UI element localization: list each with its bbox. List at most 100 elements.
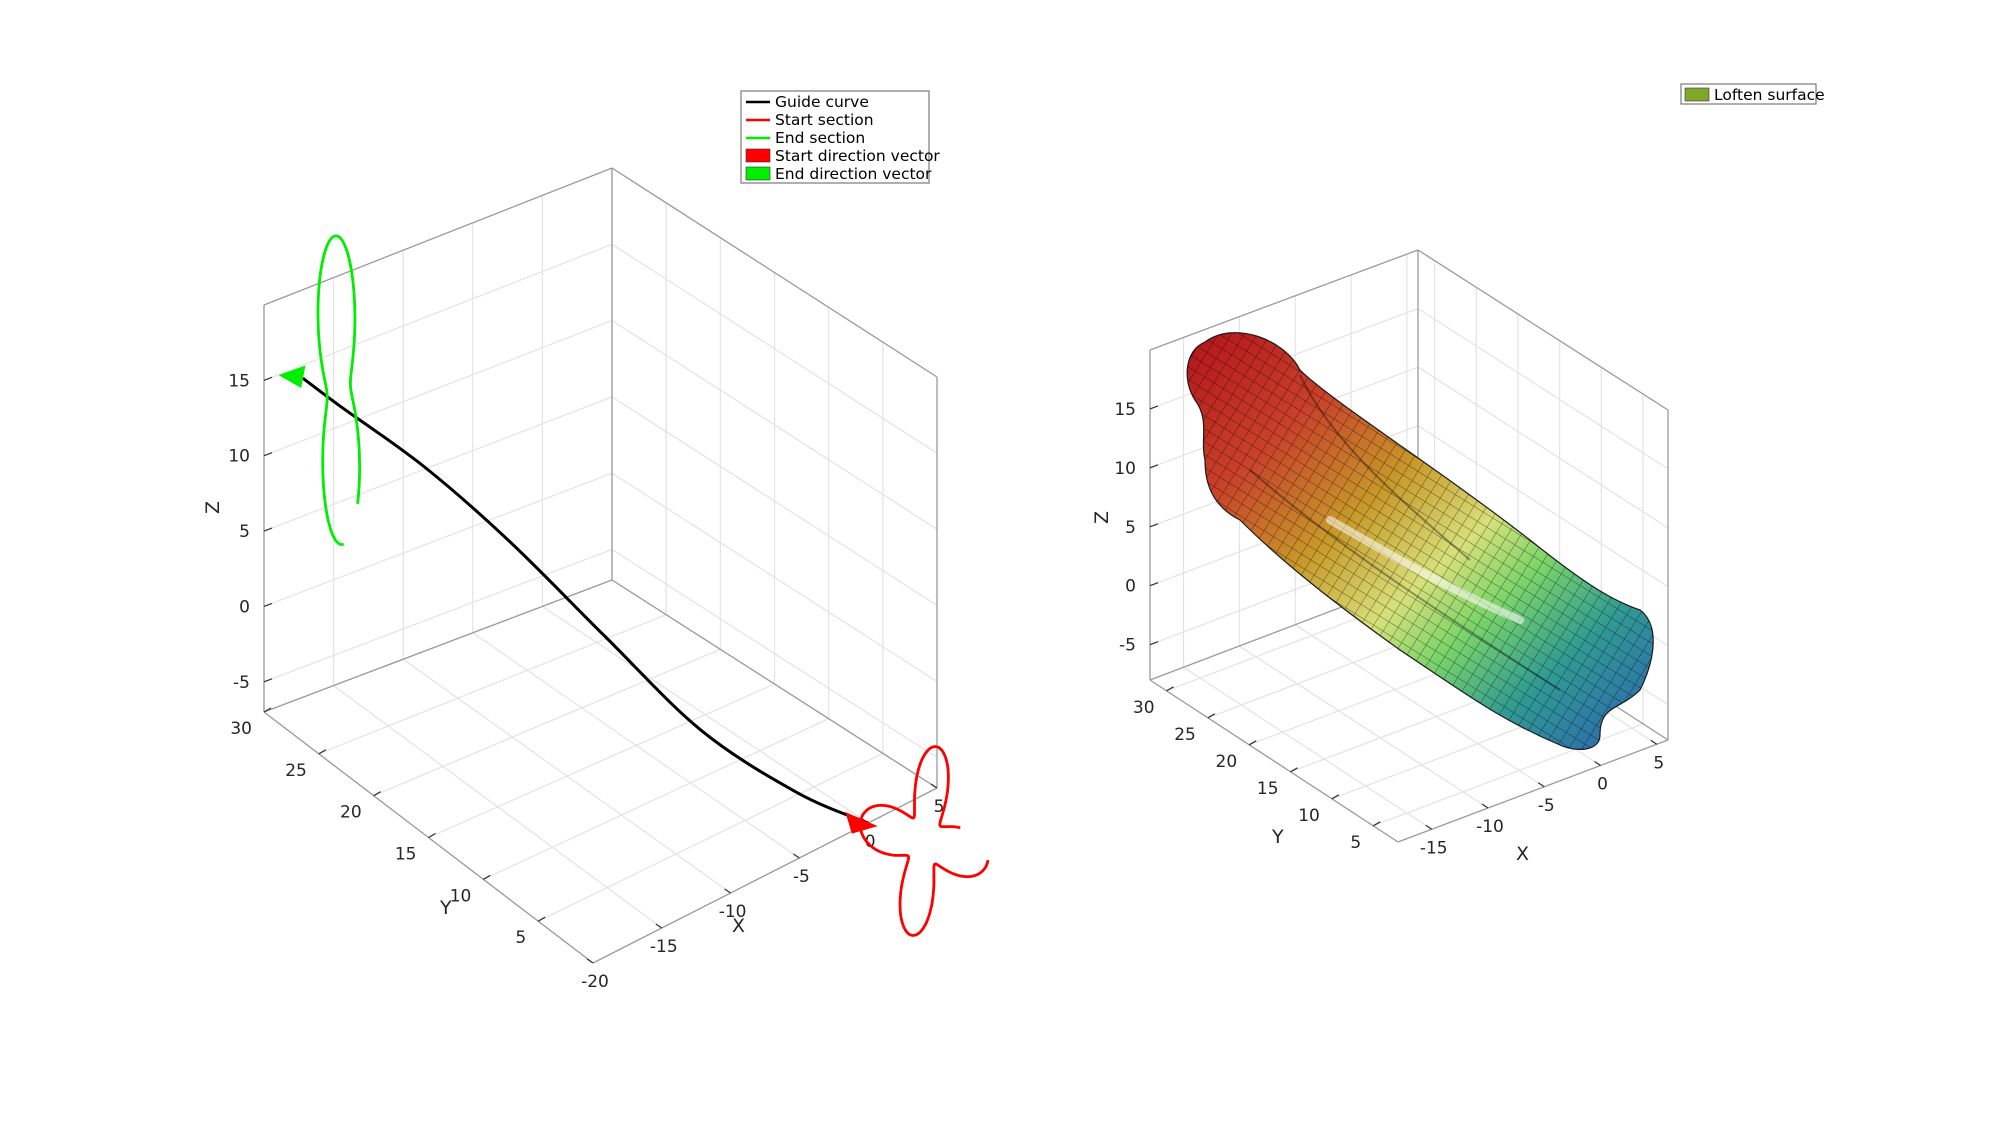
axes-right-z-label: Z <box>1091 511 1113 524</box>
grid-side-z-4 <box>611 243 938 454</box>
grid-floor-y-4 <box>318 614 667 755</box>
x-tick-mark-5 <box>930 783 938 789</box>
loft-surface <box>1186 332 1654 750</box>
box-edge-7 <box>1149 249 1419 351</box>
x-tick-label-2: -5 <box>1538 796 1555 816</box>
grid-side-z-2 <box>1417 425 1669 588</box>
legend-left-box <box>740 90 930 184</box>
z-tick-label-4: 15 <box>228 371 250 391</box>
box-edge-8 <box>1417 249 1669 411</box>
box-edge-2 <box>611 579 938 789</box>
z-tick-label-0: -5 <box>233 673 250 693</box>
z-tick-mark-1 <box>1149 582 1159 587</box>
z-tick-label-2: 5 <box>1125 518 1136 538</box>
y-tick-mark-4 <box>1207 713 1216 719</box>
start-direction-vector <box>845 812 878 834</box>
box-edge-7 <box>263 167 613 306</box>
x-tick-mark-3 <box>793 853 800 859</box>
grid-back-z-2 <box>263 396 613 532</box>
axes-right-x-ticks: -15 -10 -5 0 5 <box>1420 739 1664 858</box>
grid-back-z-4 <box>263 243 613 381</box>
legend-right-box <box>1680 83 1817 105</box>
x-tick-label-5: 5 <box>934 797 945 817</box>
axes-right-y-ticks: 5 10 15 20 25 30 <box>1133 686 1381 853</box>
box-edge-0 <box>1397 739 1669 843</box>
x-tick-mark-1 <box>1481 803 1489 809</box>
axes-right-z-ticks: -5 0 5 10 15 <box>1114 400 1159 656</box>
loft-surface-crease-upper <box>1299 374 1471 561</box>
x-tick-mark-3 <box>1594 761 1601 766</box>
y-tick-label-5: 30 <box>230 719 252 739</box>
grid-back-z-1 <box>263 472 613 608</box>
x-tick-label-4: 0 <box>865 832 876 852</box>
x-tick-mark-2 <box>724 888 731 894</box>
z-tick-label-4: 15 <box>1114 400 1136 420</box>
axes-left-z-label: Z <box>202 501 224 514</box>
axes-left-y-ticks: 5 10 15 20 25 30 <box>230 707 546 948</box>
axes-left-y-label: Y <box>439 897 452 919</box>
axes-right: -15 -10 -5 0 5 5 10 15 20 25 30 -5 0 5 10 15 X Y Z <box>1091 249 1669 865</box>
box-edge-3 <box>263 579 613 713</box>
y-tick-mark-2 <box>1290 767 1298 773</box>
z-tick-label-3: 10 <box>228 447 250 467</box>
z-tick-label-1: 0 <box>1125 577 1136 597</box>
grid-floor-y-2 <box>428 683 775 839</box>
z-tick-label-3: 10 <box>1114 459 1136 479</box>
y-tick-mark-2 <box>428 832 436 839</box>
y-tick-label-4: 25 <box>1174 725 1196 745</box>
z-tick-label-0: -5 <box>1119 636 1136 656</box>
axes-right-x-label: X <box>1516 843 1529 865</box>
grid-floor-x-0 <box>1183 666 1433 830</box>
legend-right: Loften surface <box>1680 83 1825 105</box>
grid-floor-x-1 <box>1239 645 1489 809</box>
x-tick-mark-0 <box>1425 824 1433 830</box>
z-tick-mark-3 <box>1149 464 1159 469</box>
z-tick-mark-0 <box>1149 641 1159 646</box>
x-tick-mark-0 <box>586 958 594 964</box>
x-tick-mark-4 <box>1650 739 1658 745</box>
y-tick-label-1: 10 <box>1298 806 1320 826</box>
y-tick-mark-1 <box>1331 794 1340 800</box>
z-tick-mark-0 <box>263 678 273 683</box>
x-tick-label-1: -15 <box>650 937 678 957</box>
grid-floor-y-1 <box>483 718 829 880</box>
y-tick-label-2: 15 <box>395 845 417 865</box>
x-tick-label-3: -5 <box>793 867 810 887</box>
end-direction-vector <box>278 365 306 388</box>
legend-label-1: Start section <box>775 111 874 129</box>
axes-right-y-label: Y <box>1271 826 1284 848</box>
x-tick-label-0: -15 <box>1420 838 1448 858</box>
y-tick-label-4: 25 <box>285 761 307 781</box>
legend-swatch-3 <box>745 148 771 163</box>
grid-floor-y-0 <box>537 752 884 922</box>
x-tick-mark-1 <box>655 923 663 929</box>
legend-right-items: Loften surface <box>1684 86 1825 104</box>
grid-side-z-2 <box>611 396 938 606</box>
y-tick-label-1: 10 <box>450 886 472 906</box>
grid-side-z-4 <box>1417 308 1669 470</box>
grid-back-z-3 <box>263 320 613 457</box>
legend-label-4: End direction vector <box>775 165 932 183</box>
box-edge-8 <box>611 167 938 378</box>
grid-side-z-3 <box>1417 366 1669 529</box>
guide-curve <box>301 377 869 825</box>
z-tick-mark-2 <box>1149 523 1159 528</box>
y-tick-mark-5 <box>263 707 272 713</box>
axes-left-x-label: X <box>732 915 745 937</box>
legend-swatch-0 <box>1684 87 1710 102</box>
axes-left-box <box>263 167 938 964</box>
grid-floor-x-2 <box>1294 624 1545 788</box>
z-tick-mark-1 <box>263 602 273 608</box>
box-edge-1 <box>1149 679 1399 843</box>
y-tick-mark-0 <box>1372 821 1381 827</box>
grid-back-z-0 <box>263 548 613 683</box>
y-tick-mark-5 <box>1166 686 1174 692</box>
legend-swatch-4 <box>745 166 771 181</box>
loft-surface-mesh <box>1187 332 1654 750</box>
grid-side-z-0 <box>611 548 938 759</box>
legend-label-0: Guide curve <box>775 93 869 111</box>
grid-side-z-1 <box>611 472 938 682</box>
grid-side-z-3 <box>611 320 938 530</box>
